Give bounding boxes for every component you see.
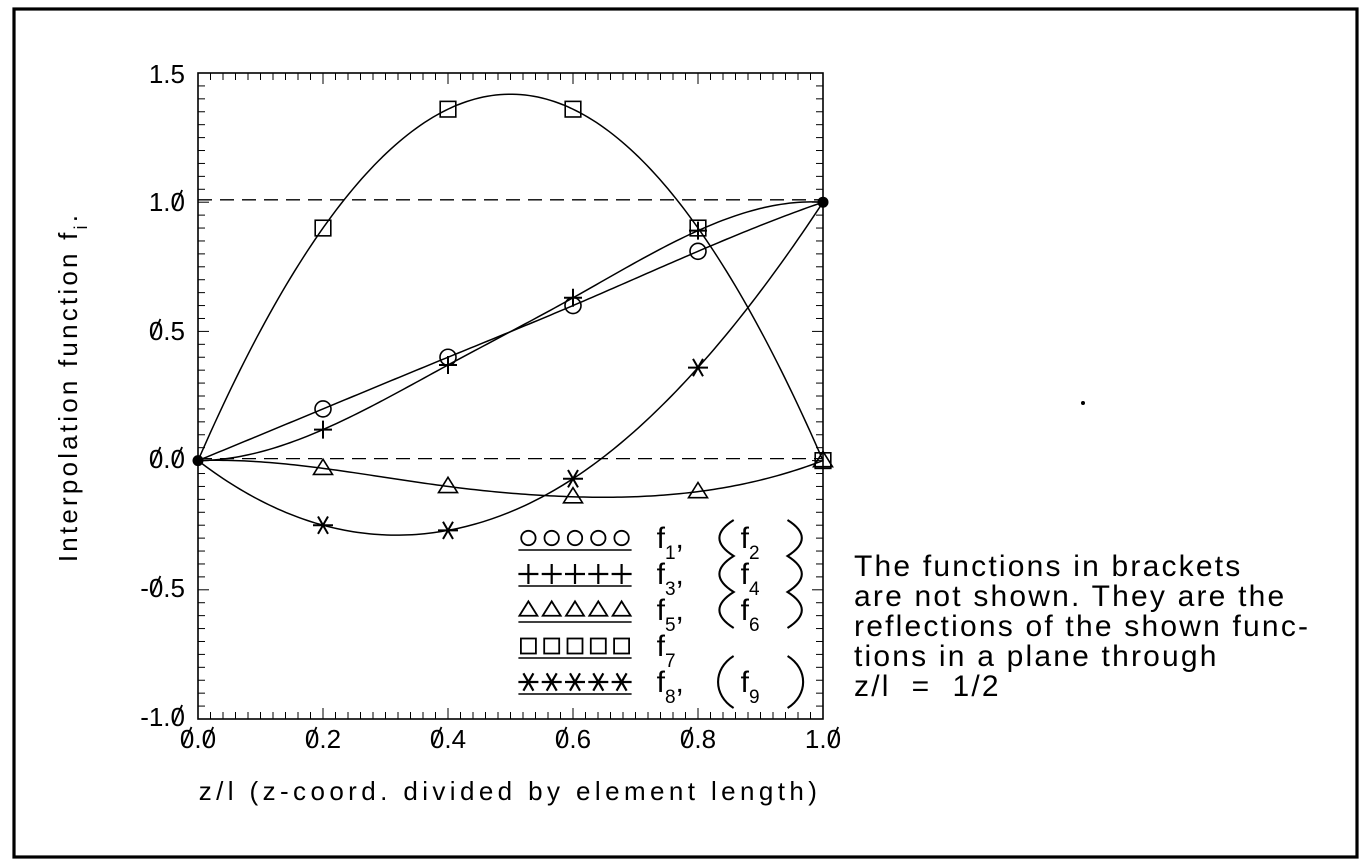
svg-text:The functions in brackets: The functions in brackets: [854, 550, 1243, 583]
svg-text:Interpolation function fi.: Interpolation function fi.: [53, 212, 91, 562]
svg-text:1.0: 1.0: [805, 724, 841, 754]
svg-text:f8,: f8,: [657, 666, 684, 708]
svg-text:1.0: 1.0: [149, 187, 185, 217]
svg-text:z/l = 1/2: z/l = 1/2: [854, 670, 1001, 703]
svg-text:f6: f6: [741, 594, 760, 636]
svg-text:1.5: 1.5: [149, 59, 185, 89]
svg-text:f9: f9: [741, 666, 760, 708]
svg-text:-1.0: -1.0: [140, 702, 185, 732]
svg-text:are not shown. They are the: are not shown. They are the: [854, 580, 1286, 613]
svg-text:-0.5: -0.5: [140, 573, 185, 603]
svg-text:reflections of the shown func-: reflections of the shown func-: [854, 610, 1310, 643]
svg-text:z/l (z-coord. divided by eleme: z/l (z-coord. divided by element length): [199, 776, 822, 806]
svg-text:tions in a plane through: tions in a plane through: [854, 640, 1219, 673]
